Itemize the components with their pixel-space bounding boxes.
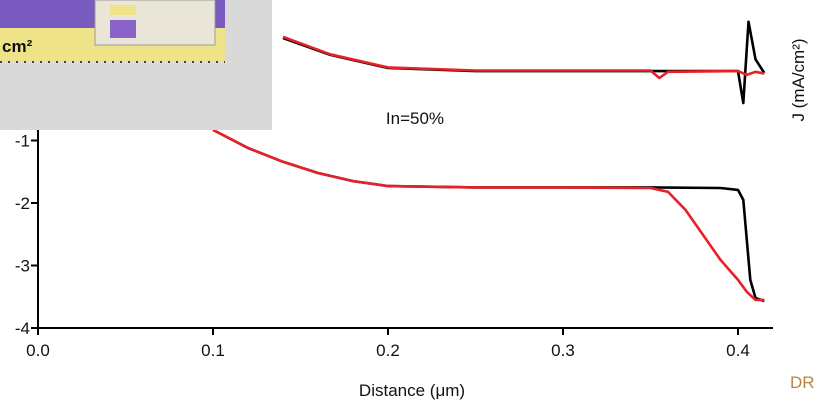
x-axis-label: Distance (μm) xyxy=(359,381,465,400)
line-series xyxy=(212,128,765,303)
inset-swatch xyxy=(110,20,136,38)
x-tick-label: 0.3 xyxy=(551,341,575,360)
y2-axis-label: J (mA/cm²) xyxy=(789,38,808,121)
inset-label: cm² xyxy=(2,37,33,56)
y-tick-label: -2 xyxy=(15,194,30,213)
y-tick-label: -4 xyxy=(15,319,30,338)
x-tick-label: 0.2 xyxy=(376,341,400,360)
watermark: DR xyxy=(790,373,815,392)
x-tick-label: 0.1 xyxy=(201,341,225,360)
annotation: In=50% xyxy=(386,109,444,128)
x-tick-label: 0.0 xyxy=(26,341,50,360)
inset-swatch xyxy=(110,5,136,15)
line-series xyxy=(212,128,765,302)
line-series xyxy=(282,35,765,80)
x-tick-label: 0.4 xyxy=(726,341,750,360)
y-tick-label: -3 xyxy=(15,257,30,276)
plot-area xyxy=(212,20,766,303)
line-series xyxy=(282,20,766,105)
inset: cm² xyxy=(0,0,272,130)
y-tick-label: -1 xyxy=(15,132,30,151)
